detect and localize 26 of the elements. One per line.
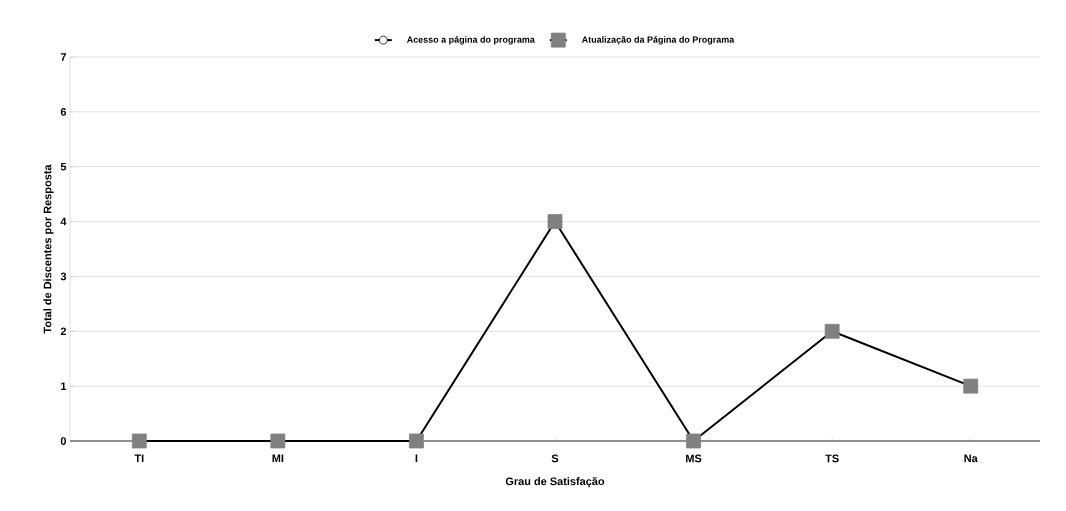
- y-tick-label: 7: [60, 53, 66, 61]
- legend-label: Acesso a página do programa: [406, 36, 535, 45]
- x-tick-label: TS: [825, 454, 839, 463]
- point: [547, 214, 563, 229]
- y-tick-label: 3: [60, 272, 67, 281]
- point: [131, 433, 147, 449]
- point: [824, 323, 840, 339]
- point: [963, 378, 979, 394]
- x-tick-label: I: [415, 454, 418, 463]
- y-tick-label: 4: [60, 217, 67, 226]
- point: [409, 433, 424, 449]
- y-axis-title: Total de Discentes por Resposta: [43, 164, 54, 334]
- x-tick-label: MS: [686, 454, 702, 463]
- point: [270, 433, 286, 449]
- y-tick-label: 5: [60, 162, 67, 171]
- legend-label: Atualização da Página do Programa: [581, 36, 735, 45]
- x-tick-label: TI: [134, 454, 144, 463]
- x-tick-label: Na: [964, 454, 978, 463]
- x-axis-title: Grau de Satisfação: [505, 477, 605, 488]
- y-tick-label: 0: [60, 437, 67, 445]
- y-tick-label: 6: [60, 107, 67, 116]
- y-tick-label: 2: [60, 327, 67, 336]
- point: [686, 433, 701, 449]
- y-tick-label: 1: [61, 382, 67, 390]
- x-tick-label: MI: [272, 454, 284, 463]
- x-tick-label: S: [551, 454, 559, 463]
